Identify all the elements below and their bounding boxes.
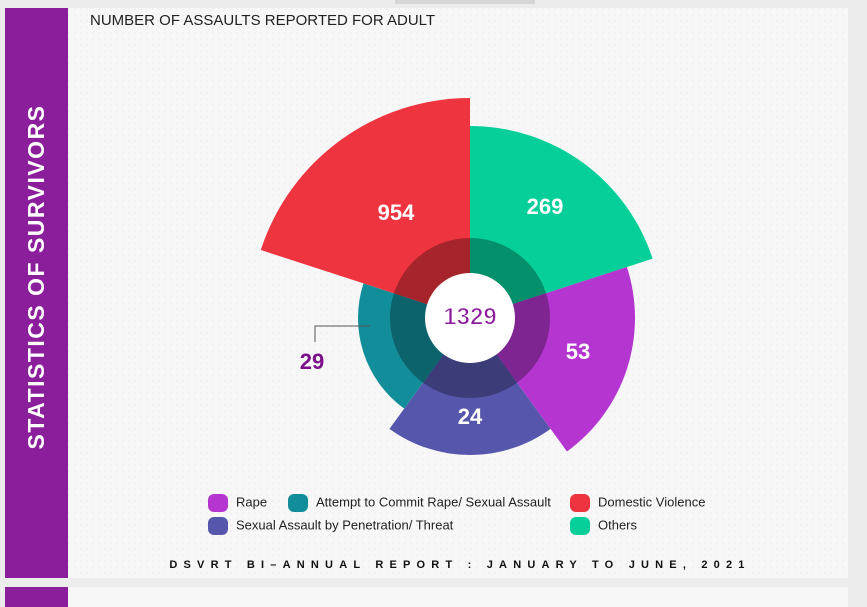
legend-label: Domestic Violence: [598, 494, 705, 509]
next-sidebar: [5, 587, 68, 607]
inner-ring: [422, 354, 518, 398]
sidebar: [5, 8, 68, 578]
center-hole: [425, 273, 515, 363]
legend-swatch: [288, 494, 308, 512]
inner-ring: [496, 293, 550, 383]
inner-ring-shade: [496, 293, 550, 383]
inner-ring: [393, 238, 470, 305]
data-label: 53: [566, 339, 590, 364]
inner-ring: [390, 293, 444, 383]
inner-ring-shade: [390, 293, 444, 383]
total-label: 1329: [443, 303, 496, 330]
data-label: 954: [378, 200, 415, 225]
legend-swatch: [570, 517, 590, 535]
top-tab: [395, 0, 535, 4]
legend-swatch: [208, 517, 228, 535]
legend-swatch: [208, 494, 228, 512]
data-label: 29: [300, 349, 324, 374]
sidebar-title: STATISTICS OF SURVIVORS: [23, 104, 49, 449]
footer: DSVRT BI–ANNUAL REPORT : JANUARY TO JUNE…: [169, 559, 750, 571]
chart-title: NUMBER OF ASSAULTS REPORTED FOR ADULT: [90, 12, 435, 29]
next-panel: [5, 587, 848, 607]
leader-line: [314, 325, 370, 342]
inner-ring-shade: [422, 354, 518, 398]
inner-ring: [470, 238, 547, 305]
legend-label: Others: [598, 517, 638, 532]
inner-ring-shade: [470, 238, 547, 305]
inner-ring-shade: [393, 238, 470, 305]
legend-label: Rape: [236, 494, 267, 509]
legend-label: Attempt to Commit Rape/ Sexual Assault: [316, 494, 551, 509]
data-label: 24: [458, 404, 483, 429]
data-label: 269: [527, 194, 564, 219]
legend-swatch: [570, 494, 590, 512]
legend-label: Sexual Assault by Penetration/ Threat: [236, 517, 454, 532]
